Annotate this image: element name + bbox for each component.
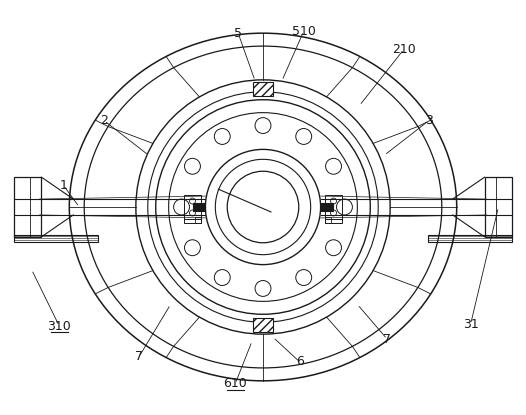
Bar [321, 203, 332, 211]
Text: 1: 1 [59, 178, 67, 192]
Bar [253, 318, 273, 332]
Text: 510: 510 [292, 24, 316, 38]
Text: 2: 2 [100, 114, 108, 127]
Bar [484, 177, 512, 237]
Bar [14, 177, 42, 237]
Text: 7: 7 [135, 351, 143, 364]
Bar [253, 82, 273, 96]
Bar [428, 235, 512, 242]
Text: 310: 310 [47, 320, 71, 333]
Text: 610: 610 [224, 377, 247, 391]
Bar [14, 235, 98, 242]
Text: 3: 3 [425, 114, 433, 127]
Bar [325, 215, 342, 223]
Text: 7: 7 [383, 332, 391, 346]
Text: 6: 6 [296, 356, 304, 369]
Bar [184, 195, 201, 219]
Bar [184, 215, 201, 223]
Bar [196, 217, 201, 223]
Bar [325, 217, 330, 223]
Text: 210: 210 [392, 43, 416, 56]
Bar [325, 195, 342, 219]
Text: 5: 5 [234, 27, 242, 40]
Text: 31: 31 [463, 318, 479, 331]
Bar [194, 203, 205, 211]
